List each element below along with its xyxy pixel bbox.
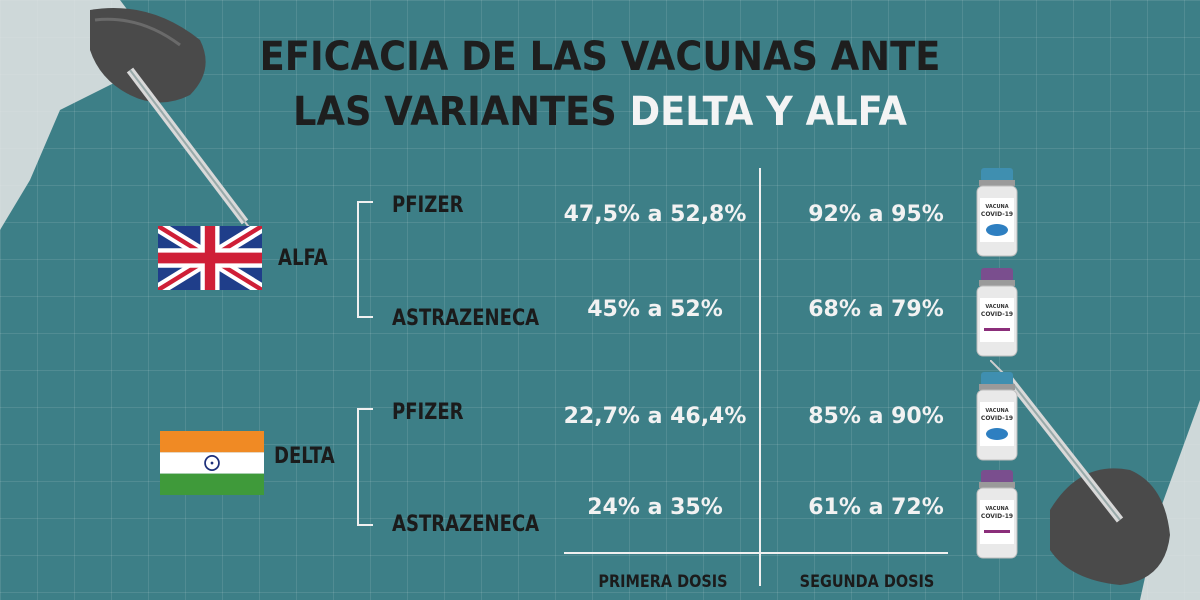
column-baseline [564,552,948,554]
page-title-dark-part: LAS VARIANTES [293,89,630,135]
variant-label-alfa: ALFA [278,246,328,271]
gloved-hand-syringe-left-illustration [0,0,260,244]
astrazeneca-vial-icon: VACUNA COVID-19 [975,268,1019,358]
brand-label-astrazeneca-alfa: ASTRAZENECA [392,306,540,331]
brand-label-pfizer-delta: PFIZER [392,400,464,425]
svg-text:COVID-19: COVID-19 [981,211,1013,218]
second-dose-value: 92% a 95% [808,202,944,227]
first-dose-value: 45% a 52% [587,297,723,322]
svg-text:COVID-19: COVID-19 [981,311,1013,318]
column-header-first-dose: PRIMERA DOSIS [598,572,728,592]
svg-text:COVID-19: COVID-19 [981,415,1013,422]
pfizer-vial-icon: VACUNA COVID-19 [975,372,1019,462]
second-dose-value: 68% a 79% [808,297,944,322]
brand-label-astrazeneca-delta: ASTRAZENECA [392,512,540,537]
svg-text:VACUNA: VACUNA [985,506,1008,512]
page-title-line-2: LAS VARIANTES DELTA Y ALFA [48,89,1152,135]
bracket-delta [357,408,373,526]
column-divider [759,168,761,586]
variant-label-delta: DELTA [274,444,335,469]
pfizer-vial-icon: VACUNA COVID-19 [975,168,1019,258]
first-dose-value: 24% a 35% [587,495,723,520]
page-title-line-1: EFICACIA DE LAS VACUNAS ANTE [259,34,941,80]
column-header-second-dose: SEGUNDA DOSIS [799,572,935,592]
page-title-highlight: DELTA Y ALFA [629,89,907,135]
astrazeneca-vial-icon: VACUNA COVID-19 [975,470,1019,560]
svg-text:COVID-19: COVID-19 [981,513,1013,520]
brand-label-pfizer-alfa: PFIZER [392,193,464,218]
svg-text:VACUNA: VACUNA [985,304,1008,310]
first-dose-value: 47,5% a 52,8% [563,202,747,227]
india-flag-icon [160,431,264,495]
second-dose-value: 85% a 90% [808,404,944,429]
svg-text:VACUNA: VACUNA [985,204,1008,210]
first-dose-value: 22,7% a 46,4% [563,404,747,429]
bracket-alfa [357,201,373,318]
second-dose-value: 61% a 72% [808,495,944,520]
gloved-hand-syringe-right-illustration [990,360,1200,600]
uk-flag-icon [158,226,262,290]
svg-text:VACUNA: VACUNA [985,408,1008,414]
